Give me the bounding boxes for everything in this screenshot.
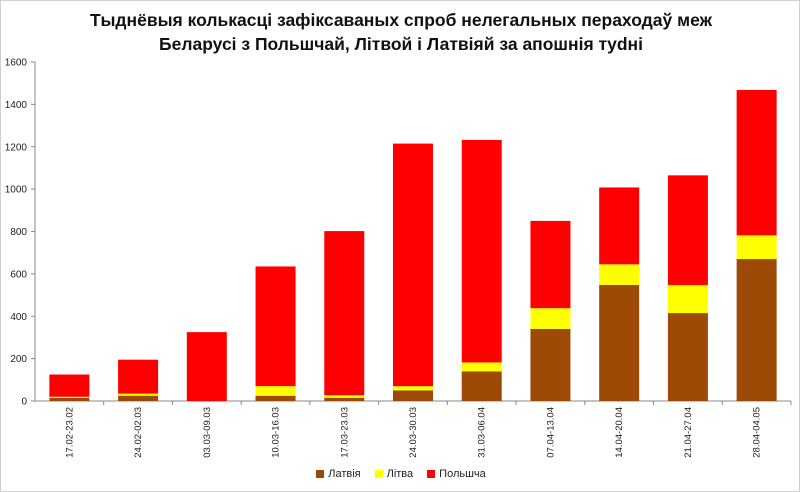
legend-swatch-lithuania bbox=[374, 470, 383, 478]
x-tick-label: 03.03-09.03 bbox=[202, 407, 213, 458]
chart-title-line-2: Беларусі з Польшчай, Літвой і Латвіяй за… bbox=[159, 34, 643, 54]
legend-label-latvia: Латвія bbox=[328, 468, 361, 480]
chart-title-line-1: Тыднёвыя колькасці зафіксаваных спроб не… bbox=[90, 10, 712, 30]
x-tick-label: 17.02-23.02 bbox=[64, 407, 75, 458]
bar-segment-lithuania bbox=[393, 386, 433, 391]
x-tick-label: 24.03-30.03 bbox=[408, 407, 419, 458]
y-tick-label: 1200 bbox=[5, 142, 28, 153]
bar-segment-latvia bbox=[530, 328, 571, 401]
x-tick-label: 28.04-04.05 bbox=[752, 407, 763, 458]
x-tick-label: 31.03-06.04 bbox=[477, 407, 488, 458]
bar-segment-poland bbox=[736, 89, 777, 236]
legend-label-poland: Польшча bbox=[439, 468, 486, 480]
y-tick-label: 1600 bbox=[5, 58, 28, 69]
bar-segment-poland bbox=[49, 374, 90, 397]
bar-segment-lithuania bbox=[255, 386, 296, 396]
bar-segment-lithuania bbox=[530, 308, 571, 329]
y-tick-label: 1400 bbox=[5, 100, 28, 111]
bar-segment-latvia bbox=[736, 259, 777, 401]
bar-segment-lithuania bbox=[736, 235, 777, 260]
y-tick-label: 1000 bbox=[5, 185, 28, 196]
bar-segment-poland bbox=[118, 359, 159, 394]
x-tick-label: 24.02-02.03 bbox=[133, 407, 144, 458]
bar-segment-latvia bbox=[599, 284, 640, 401]
legend-swatch-poland bbox=[427, 470, 436, 478]
bar-segment-latvia bbox=[324, 397, 365, 401]
legend-item-poland: Польшча bbox=[427, 468, 486, 480]
bar-segment-poland bbox=[186, 332, 227, 401]
bar-segment-latvia bbox=[393, 390, 433, 401]
x-tick-label: 17.03-23.03 bbox=[339, 407, 350, 458]
bar-segment-latvia bbox=[49, 397, 90, 401]
y-tick-label: 600 bbox=[10, 269, 27, 280]
legend: Латвія Літва Польшча bbox=[1, 468, 799, 480]
bar-segment-latvia bbox=[118, 395, 159, 401]
y-tick-label: 400 bbox=[10, 312, 27, 323]
bar-segment-latvia bbox=[255, 395, 296, 401]
bar-segment-poland bbox=[393, 143, 433, 387]
x-tick-label: 07.04-13.04 bbox=[545, 407, 556, 458]
legend-item-lithuania: Літва bbox=[374, 468, 414, 480]
bar-segment-poland bbox=[599, 187, 640, 265]
y-tick-label: 800 bbox=[10, 227, 27, 238]
bar-segment-latvia bbox=[667, 313, 708, 401]
bar-segment-lithuania bbox=[599, 264, 640, 285]
y-tick-label: 0 bbox=[21, 397, 27, 408]
bar-segment-poland bbox=[255, 266, 296, 387]
legend-item-latvia: Латвія bbox=[316, 468, 361, 480]
bar-segment-lithuania bbox=[49, 396, 90, 398]
bar-segment-poland bbox=[461, 139, 502, 363]
x-tick-label: 10.03-16.03 bbox=[271, 407, 282, 458]
legend-swatch-latvia bbox=[316, 470, 325, 478]
bar-segment-poland bbox=[324, 231, 365, 396]
y-tick-label: 200 bbox=[10, 354, 27, 365]
bar-segment-lithuania bbox=[324, 395, 365, 398]
legend-label-lithuania: Літва bbox=[386, 468, 414, 480]
bar-segment-poland bbox=[667, 175, 708, 286]
bar-segment-latvia bbox=[461, 371, 502, 401]
bar-segment-lithuania bbox=[118, 393, 159, 396]
bar-segment-lithuania bbox=[461, 362, 502, 372]
bar-segment-lithuania bbox=[667, 285, 708, 314]
x-tick-label: 21.04-27.04 bbox=[683, 407, 694, 458]
bar-segment-poland bbox=[530, 220, 571, 309]
x-tick-label: 14.04-20.04 bbox=[614, 407, 625, 458]
